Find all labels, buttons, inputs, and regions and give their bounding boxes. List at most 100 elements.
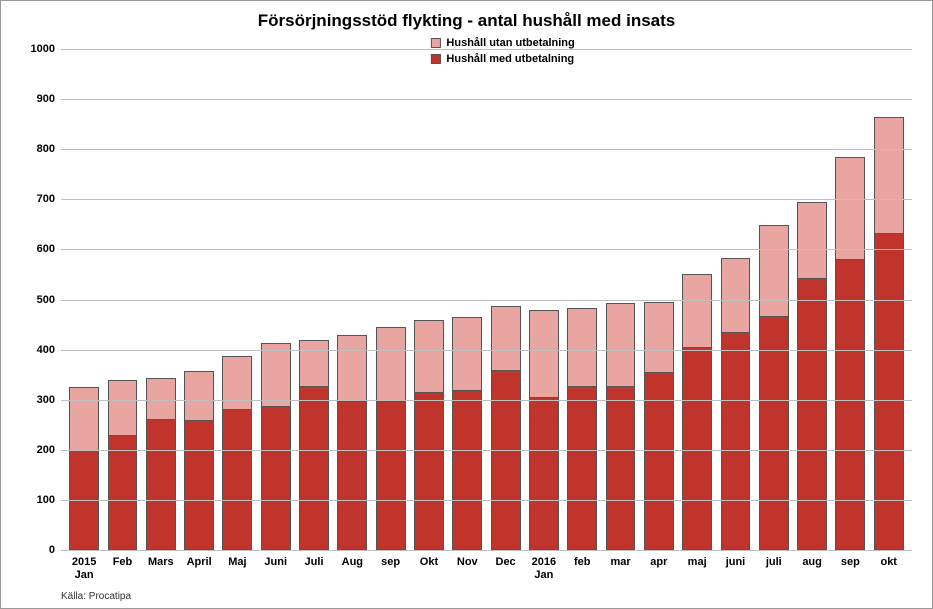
- y-tick-label: 800: [37, 143, 61, 155]
- bar-stack: [261, 343, 291, 550]
- x-tick-label: feb: [574, 550, 591, 569]
- x-tick-label: sep: [381, 550, 400, 569]
- y-tick-label: 900: [37, 93, 61, 105]
- bar-segment-med: [567, 386, 597, 550]
- x-tick-label: sep: [841, 550, 860, 569]
- grid-line: [61, 400, 912, 401]
- grid-line: [61, 249, 912, 250]
- y-tick-label: 300: [37, 394, 61, 406]
- bar-segment-utan: [491, 306, 521, 370]
- x-tick-label: 2016 Jan: [532, 550, 556, 581]
- bar-segment-utan: [567, 308, 597, 386]
- bar-segment-med: [759, 316, 789, 550]
- y-tick-label: 400: [37, 344, 61, 356]
- bar-segment-utan: [222, 356, 252, 409]
- bar-segment-utan: [874, 117, 904, 234]
- x-tick-label: mar: [610, 550, 630, 569]
- bar-stack: [299, 340, 329, 550]
- bar-segment-utan: [108, 380, 138, 435]
- bar-segment-utan: [644, 302, 674, 372]
- bar-segment-med: [721, 332, 751, 550]
- bar-segment-med: [606, 386, 636, 550]
- bar-segment-med: [146, 419, 176, 550]
- bar-segment-med: [491, 370, 521, 550]
- bar-segment-med: [261, 406, 291, 550]
- x-tick-label: Mars: [148, 550, 174, 569]
- legend-row-utan: Hushåll utan utbetalning: [430, 37, 574, 49]
- bar-segment-utan: [835, 157, 865, 260]
- grid-line: [61, 550, 912, 551]
- x-tick-label: maj: [688, 550, 707, 569]
- bar-segment-med: [414, 392, 444, 550]
- bar-segment-utan: [376, 327, 406, 401]
- y-tick-label: 500: [37, 294, 61, 306]
- grid-line: [61, 300, 912, 301]
- plot-area: 2015 JanFebMarsAprilMajJuniJuliAugsepOkt…: [61, 49, 912, 550]
- y-tick-label: 700: [37, 193, 61, 205]
- chart-frame: Försörjningsstöd flykting - antal hushål…: [0, 0, 933, 609]
- bar-segment-utan: [759, 225, 789, 315]
- bar-stack: [146, 378, 176, 550]
- y-tick-label: 1000: [31, 43, 61, 55]
- x-tick-label: Feb: [113, 550, 133, 569]
- x-tick-label: April: [187, 550, 212, 569]
- bar-segment-med: [529, 397, 559, 550]
- bar-stack: [682, 274, 712, 550]
- grid-line: [61, 350, 912, 351]
- x-tick-label: okt: [880, 550, 897, 569]
- bar-segment-utan: [146, 378, 176, 419]
- x-tick-label: juni: [726, 550, 746, 569]
- bar-stack: [337, 335, 367, 550]
- x-tick-label: Okt: [420, 550, 438, 569]
- x-tick-label: 2015 Jan: [72, 550, 96, 581]
- grid-line: [61, 199, 912, 200]
- grid-line: [61, 500, 912, 501]
- bar-segment-utan: [69, 387, 99, 450]
- bar-segment-med: [184, 420, 214, 550]
- x-tick-label: apr: [650, 550, 667, 569]
- bar-segment-utan: [337, 335, 367, 401]
- bar-stack: [184, 371, 214, 550]
- bar-segment-utan: [261, 343, 291, 406]
- x-tick-label: Juni: [264, 550, 287, 569]
- chart-title: Försörjningsstöd flykting - antal hushål…: [1, 11, 932, 31]
- bar-stack: [529, 310, 559, 550]
- bar-segment-med: [337, 401, 367, 550]
- x-tick-label: Dec: [496, 550, 516, 569]
- legend-label-utan: Hushåll utan utbetalning: [446, 37, 574, 49]
- bar-segment-med: [222, 409, 252, 550]
- grid-line: [61, 49, 912, 50]
- bar-stack: [452, 317, 482, 550]
- bar-segment-utan: [682, 274, 712, 347]
- legend-swatch-utan: [430, 38, 440, 48]
- bar-segment-utan: [299, 340, 329, 386]
- bar-segment-utan: [721, 258, 751, 332]
- y-tick-label: 200: [37, 444, 61, 456]
- y-tick-label: 100: [37, 494, 61, 506]
- grid-line: [61, 450, 912, 451]
- y-tick-label: 600: [37, 243, 61, 255]
- bar-segment-med: [797, 278, 827, 550]
- bar-stack: [108, 380, 138, 550]
- x-tick-label: Nov: [457, 550, 478, 569]
- x-tick-label: juli: [766, 550, 782, 569]
- bar-segment-med: [108, 435, 138, 550]
- bar-segment-utan: [797, 202, 827, 279]
- bar-stack: [414, 320, 444, 550]
- bar-stack: [835, 157, 865, 550]
- bar-stack: [721, 258, 751, 550]
- bar-segment-utan: [529, 310, 559, 398]
- bar-segment-utan: [452, 317, 482, 390]
- bar-stack: [606, 303, 636, 550]
- x-tick-label: Juli: [305, 550, 324, 569]
- bar-segment-med: [874, 233, 904, 550]
- bar-segment-med: [835, 259, 865, 550]
- grid-line: [61, 99, 912, 100]
- y-tick-label: 0: [49, 544, 61, 556]
- bar-stack: [874, 117, 904, 550]
- bar-segment-utan: [414, 320, 444, 393]
- bar-stack: [491, 306, 521, 550]
- bar-stack: [797, 202, 827, 550]
- bar-segment-utan: [606, 303, 636, 386]
- grid-line: [61, 149, 912, 150]
